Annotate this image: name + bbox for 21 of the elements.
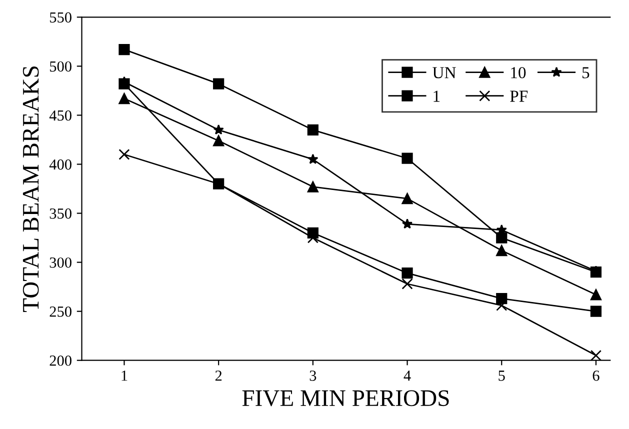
x-tick-label: 2 [215, 370, 222, 381]
legend-label: 10 [511, 67, 526, 78]
y-tick-label: 500 [50, 61, 72, 72]
legend-label: UN [432, 67, 456, 78]
x-tick-label: 3 [310, 370, 316, 381]
legend-label: 5 [582, 67, 590, 78]
x-tick-label: 4 [404, 370, 411, 381]
legend-label: PF [510, 90, 528, 102]
y-tick-label: 400 [49, 159, 72, 170]
y-tick-label: 300 [50, 257, 72, 268]
y-tick-label: 350 [50, 208, 72, 219]
x-tick-label: 1 [122, 370, 128, 381]
x-tick-label: 5 [498, 370, 505, 381]
x-tick-label: 6 [592, 370, 600, 381]
y-axis-title: TOTAL BEAM BREAKS [22, 66, 39, 312]
y-tick-label: 550 [50, 12, 72, 23]
y-tick-label: 200 [50, 356, 72, 366]
x-axis-title: FIVE MIN PERIODS [242, 390, 449, 406]
legend-label: 1 [434, 90, 440, 102]
y-tick-label: 450 [49, 110, 72, 121]
y-tick-label: 250 [50, 306, 72, 317]
